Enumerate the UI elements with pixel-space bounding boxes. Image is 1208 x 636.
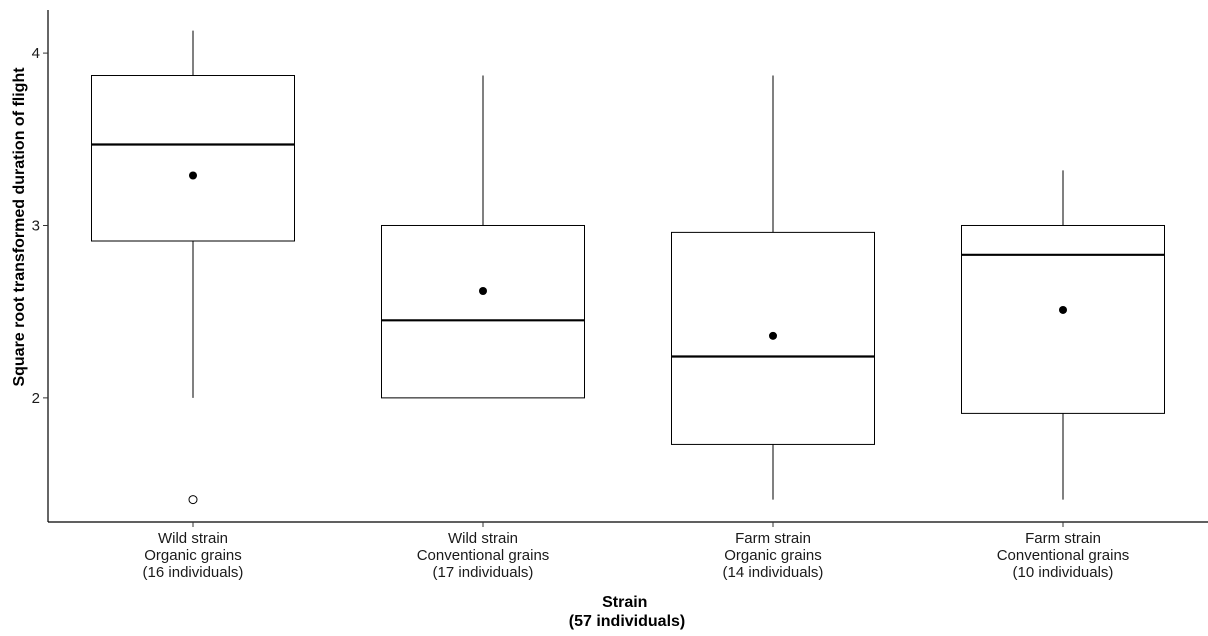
box-group-4 bbox=[961, 170, 1165, 500]
mean-point bbox=[1059, 305, 1067, 314]
iqr-box bbox=[91, 75, 295, 242]
iqr-box bbox=[961, 224, 1165, 414]
x-tick-label-line: Farm strain bbox=[735, 530, 811, 547]
mean-point bbox=[189, 171, 197, 180]
iqr-box bbox=[381, 224, 585, 399]
x-tick-label-line: Conventional grains bbox=[417, 547, 550, 564]
y-tick-label: 2 bbox=[32, 390, 40, 407]
x-tick-label-line: Wild strain bbox=[158, 530, 228, 547]
x-tick-label-line: (10 individuals) bbox=[1013, 564, 1114, 581]
box-group-3 bbox=[671, 75, 875, 500]
x-tick-label: Farm strain Conventional grains (10 indivi… bbox=[997, 530, 1130, 581]
x-tick-label-line: (16 individuals) bbox=[143, 564, 244, 581]
y-ticks: 2 3 4 bbox=[32, 45, 48, 407]
x-tick-label-line: Organic grains bbox=[144, 547, 242, 564]
y-tick-label: 4 bbox=[32, 45, 40, 62]
y-axis-title: Square root transformed duration of flig… bbox=[11, 67, 28, 387]
axes bbox=[47, 10, 1208, 523]
box-group-2 bbox=[381, 75, 585, 399]
x-tick-label: Wild strain Conventional grains (17 indivi… bbox=[417, 530, 550, 581]
x-tick-label: Wild strain Organic grains (16 individuals… bbox=[143, 530, 244, 581]
box-group-1 bbox=[91, 30, 295, 505]
x-tick-label-line: (14 individuals) bbox=[723, 564, 824, 581]
plot-area bbox=[91, 30, 1165, 505]
x-tick-label: Farm strain Organic grains (14 individuals… bbox=[723, 530, 824, 581]
x-axis-title-line-2: (57 individuals) bbox=[569, 613, 685, 630]
y-tick-label: 3 bbox=[32, 217, 40, 234]
x-tick-label-line: Organic grains bbox=[724, 547, 822, 564]
x-axis-title: Strain (57 individuals) bbox=[569, 594, 685, 630]
outlier-point bbox=[188, 495, 198, 505]
x-ticks: Wild strain Organic grains (16 individuals… bbox=[143, 522, 1130, 581]
x-tick-label-line: Farm strain bbox=[1025, 530, 1101, 547]
x-axis-title-line-1: Strain bbox=[602, 594, 647, 611]
x-tick-label-line: Wild strain bbox=[448, 530, 518, 547]
mean-point bbox=[479, 286, 487, 295]
mean-point bbox=[769, 331, 777, 340]
x-tick-label-line: (17 individuals) bbox=[433, 564, 534, 581]
x-tick-label-line: Conventional grains bbox=[997, 547, 1130, 564]
